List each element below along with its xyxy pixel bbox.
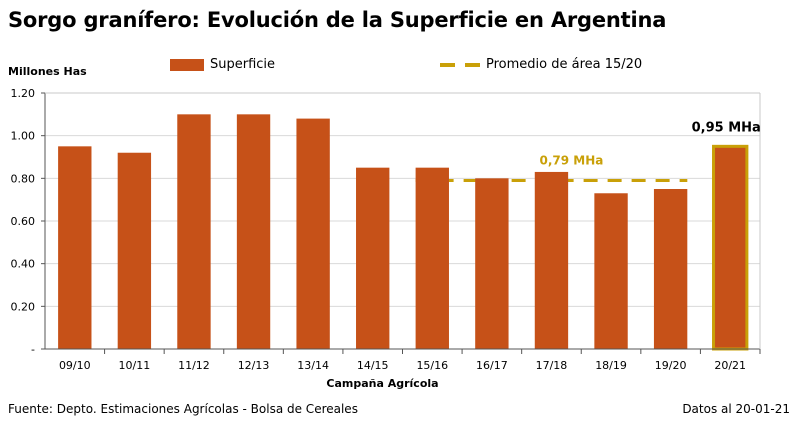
x-tick-label: 12/13 [238,359,270,372]
bar-17-18 [534,171,569,349]
x-tick-label: 09/10 [59,359,91,372]
legend-dash-icon [440,62,480,67]
x-axis-label: Campaña Agrícola [326,377,438,390]
bar-10-11 [117,152,152,349]
x-tick-label: 11/12 [178,359,210,372]
y-axis-label: Millones Has [8,65,87,78]
y-tick-label: 1.00 [11,130,36,143]
y-tick-label: 1.20 [11,87,36,100]
bar-19-20 [653,189,688,349]
x-tick-label: 13/14 [297,359,329,372]
legend-bar-swatch-icon [170,58,204,71]
date-note: Datos al 20-01-21 [682,402,790,416]
chart-title: Sorgo granífero: Evolución de la Superfi… [8,8,667,32]
x-tick-label: 19/20 [655,359,687,372]
bar-09-10 [58,146,92,349]
legend-superficie-label: Superficie [210,57,276,72]
y-tick-label: 0.40 [11,258,36,271]
y-tick-label: - [31,343,35,356]
x-tick-label: 20/21 [714,359,746,372]
bar-16-17 [475,178,509,349]
legend-average-label: Promedio de área 15/20 [486,57,643,72]
x-tick-label: 17/18 [536,359,568,372]
bar-20-21 [712,144,749,351]
bar-13-14 [296,118,330,349]
x-tick-label: 14/15 [357,359,389,372]
bar-18-19 [594,193,628,349]
bar-15-16 [415,167,449,349]
y-tick-label: 0.20 [11,300,36,313]
highlight-value-label: 0,95 MHa [692,120,761,135]
legend-average: Promedio de área 15/20 [440,57,642,72]
bar-12-13 [236,114,271,349]
source-note: Fuente: Depto. Estimaciones Agrícolas - … [8,402,358,416]
x-tick-label: 18/19 [595,359,627,372]
legend-superficie: Superficie [170,57,275,72]
x-tick-label: 10/11 [119,359,151,372]
bar-11-12 [177,114,211,349]
y-tick-label: 0.60 [11,215,36,228]
x-tick-label: 15/16 [416,359,448,372]
bar-14-15 [356,167,390,349]
average-value-label: 0,79 MHa [540,153,604,167]
x-tick-label: 16/17 [476,359,508,372]
y-tick-label: 0.80 [11,172,36,185]
